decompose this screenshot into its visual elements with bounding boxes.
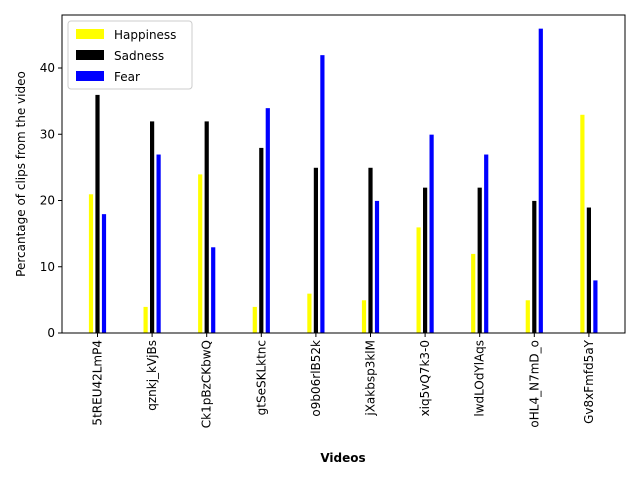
x-tick-label: Gv8xFmfd5aY [582,339,596,424]
bar-happiness-7 [470,253,477,334]
x-tick-label: oHL4_N7mD_o [527,340,541,428]
bar-fear-4 [319,54,326,334]
x-tick-label: Ck1pBzCKbwQ [200,340,214,428]
bar-sadness-6 [422,186,429,334]
legend: Happiness Sadness Fear [67,20,193,90]
bar-happiness-2 [197,173,204,334]
bar-sadness-5 [367,166,374,334]
bar-fear-8 [537,27,544,334]
y-tick-label: 10 [40,260,55,274]
bar-happiness-1 [142,306,149,334]
y-tick-label: 0 [47,326,55,340]
bar-fear-2 [210,246,217,334]
x-tick-label: xiq5vQ7k3-0 [418,340,432,416]
legend-swatch-sadness [76,50,104,60]
legend-label-happiness: Happiness [114,28,176,42]
bar-fear-7 [483,153,490,334]
x-tick-label: qznkj_kVjBs [145,340,159,411]
bar-happiness-4 [306,292,313,334]
bar-sadness-2 [203,120,210,334]
plot-area-frame [61,14,626,334]
bar-fear-6 [428,133,435,334]
bar-happiness-0 [88,193,94,334]
bar-happiness-9 [579,113,586,334]
legend-label-sadness: Sadness [114,49,164,63]
legend-label-fear: Fear [114,70,140,84]
x-tick-label: lwdLOdYlAqs [473,340,487,417]
bar-sadness-8 [531,200,538,334]
bar-fear-5 [374,200,380,334]
y-tick-label: 20 [40,194,55,208]
bar-sadness-7 [476,186,483,334]
bars-layer [88,27,599,334]
x-tick-label: o9b06rlB52k [309,340,323,417]
bar-fear-3 [264,107,271,334]
bar-happiness-6 [415,226,422,334]
x-axis: 5tREU42LmP4 qznkj_kVjBs Ck1pBzCKbwQ gtSeSKL… [91,333,596,428]
bar-sadness-9 [586,206,592,334]
x-axis-label: Videos [320,451,365,465]
bar-happiness-3 [251,306,258,334]
y-tick-label: 40 [40,61,55,75]
bar-fear-9 [592,279,599,334]
bar-fear-1 [155,153,162,334]
bar-sadness-3 [258,147,265,334]
bar-sadness-1 [149,120,156,334]
bar-happiness-8 [524,299,531,334]
bar-sadness-4 [312,166,319,334]
y-axis-label: Percantage of clips from the video [14,71,28,277]
legend-swatch-fear [76,71,104,81]
x-tick-label: 5tREU42LmP4 [91,340,105,426]
bar-fear-0 [101,213,107,334]
x-tick-label: jXakbsp3klM [364,340,378,417]
x-tick-label: gtSeSKLktnc [254,340,268,415]
bar-sadness-0 [94,94,101,334]
y-axis: 0 10 20 30 40 [40,61,62,340]
legend-swatch-happiness [76,29,104,39]
bar-happiness-5 [361,299,367,334]
y-tick-label: 30 [40,127,55,141]
